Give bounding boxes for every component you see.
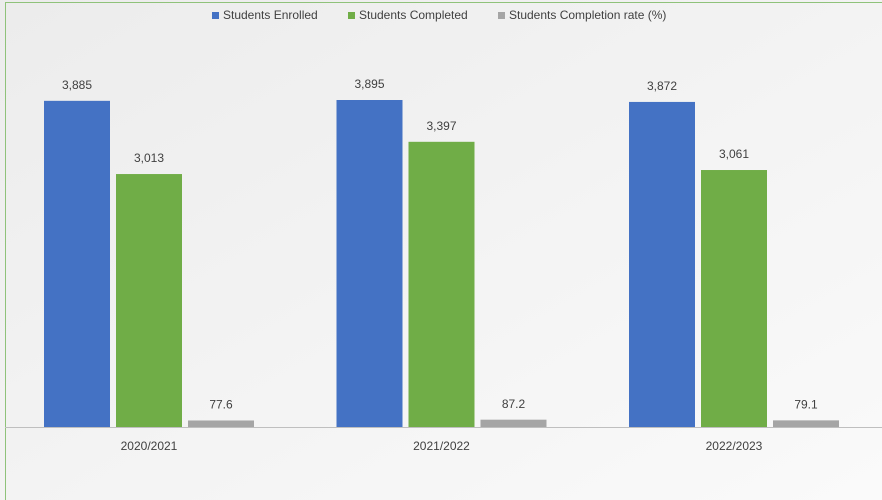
bar bbox=[188, 420, 254, 427]
bar bbox=[629, 101, 695, 427]
data-label: 87.2 bbox=[502, 397, 526, 411]
bar bbox=[701, 170, 767, 427]
legend-swatch bbox=[348, 12, 355, 19]
chart-border bbox=[5, 2, 882, 500]
legend-label: Students Completion rate (%) bbox=[509, 8, 666, 22]
legend-swatch bbox=[498, 12, 505, 19]
x-tick-label: 2020/2021 bbox=[121, 439, 178, 453]
bar bbox=[44, 100, 110, 427]
data-label: 3,061 bbox=[719, 147, 749, 161]
data-label: 79.1 bbox=[794, 398, 818, 412]
data-label: 3,885 bbox=[62, 78, 92, 92]
data-label: 77.6 bbox=[209, 398, 233, 412]
legend-swatch bbox=[212, 12, 219, 19]
legend-label: Students Enrolled bbox=[223, 8, 318, 22]
x-tick-label: 2022/2023 bbox=[706, 439, 763, 453]
data-label: 3,895 bbox=[354, 77, 384, 91]
bar bbox=[480, 419, 547, 427]
data-label: 3,872 bbox=[647, 79, 677, 93]
legend-label: Students Completed bbox=[359, 8, 468, 22]
bar bbox=[408, 141, 475, 427]
data-label: 3,013 bbox=[134, 151, 164, 165]
x-tick-label: 2021/2022 bbox=[413, 439, 470, 453]
bar bbox=[336, 100, 403, 427]
bar bbox=[116, 174, 182, 427]
data-label: 3,397 bbox=[426, 119, 456, 133]
bar bbox=[773, 420, 839, 427]
